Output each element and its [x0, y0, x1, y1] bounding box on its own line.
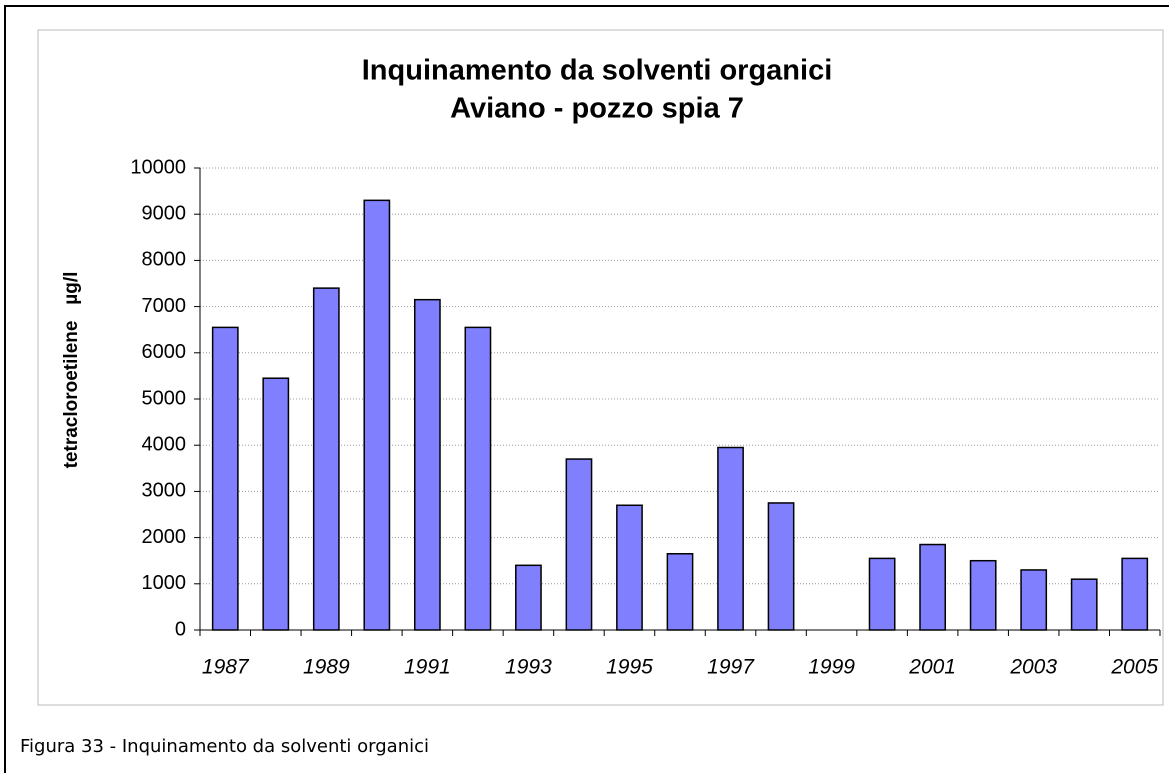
bar	[616, 504, 643, 631]
x-tick-label: 1991	[404, 656, 451, 679]
x-tick-label: 1997	[707, 656, 755, 679]
x-tick-label: 1993	[505, 656, 552, 679]
bar	[1121, 557, 1149, 631]
bar	[919, 543, 947, 631]
bar	[868, 557, 896, 631]
caption: Figura 33 - Inquinamento da solventi org…	[20, 736, 429, 757]
bar	[363, 199, 391, 631]
bar	[1020, 569, 1048, 631]
bar	[262, 377, 290, 631]
page-frame	[4, 5, 1169, 773]
y-tick-label: 7000	[142, 295, 187, 317]
chart-title: Inquinamento da solventi organici	[362, 55, 833, 87]
y-tick-label: 4000	[142, 433, 187, 455]
y-tick-label: 10000	[130, 156, 186, 178]
chart-subtitle: Aviano - pozzo spia 7	[450, 93, 744, 125]
bar	[211, 326, 239, 631]
bar	[767, 502, 795, 631]
bar	[717, 446, 744, 631]
x-tick-label: 1999	[808, 656, 855, 679]
y-tick-label: 8000	[142, 249, 187, 271]
bar	[565, 458, 593, 631]
bar	[969, 559, 997, 631]
x-tick-label: 2001	[908, 656, 956, 679]
x-tick-label: 2005	[1110, 656, 1158, 679]
y-tick-label: 6000	[142, 341, 187, 363]
x-tick-label: 1995	[606, 656, 653, 679]
bar	[515, 564, 542, 631]
bar	[413, 298, 441, 631]
y-tick-label: 0	[175, 618, 186, 640]
bar	[666, 553, 694, 631]
y-tick-label: 9000	[142, 202, 187, 224]
chart-frame	[37, 29, 1164, 706]
bar	[1070, 578, 1098, 631]
x-tick-label: 1989	[303, 656, 350, 679]
y-tick-label: 2000	[142, 526, 187, 548]
bar	[464, 326, 492, 631]
y-tick-label: 3000	[142, 480, 187, 502]
y-axis-label: tetracloroetilene µg/l	[61, 272, 82, 469]
x-tick-label: 1987	[202, 656, 250, 679]
y-tick-label: 5000	[142, 387, 187, 409]
bar	[312, 287, 340, 631]
y-tick-label: 1000	[142, 572, 187, 594]
x-tick-label: 2003	[1009, 656, 1057, 679]
